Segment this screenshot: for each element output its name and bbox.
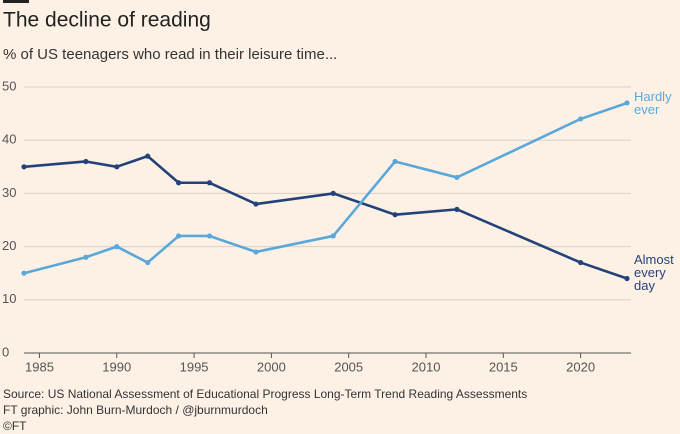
chart-title: The decline of reading — [3, 9, 211, 32]
x-tick-label: 1990 — [102, 359, 131, 374]
point — [454, 206, 460, 212]
series-line — [23, 154, 628, 280]
x-tick-label: 2000 — [257, 359, 286, 374]
point — [578, 259, 584, 266]
y-tick-label: 0 — [2, 344, 9, 359]
x-tick-label: 2015 — [489, 359, 518, 374]
point — [330, 233, 336, 239]
point — [392, 158, 398, 165]
point — [578, 116, 584, 122]
point — [253, 249, 259, 255]
x-tick-label: 1985 — [25, 359, 54, 374]
series-label: Hardly ever — [634, 88, 672, 117]
y-tick-label: 20 — [2, 238, 16, 253]
x-tick-label: 1995 — [180, 359, 209, 374]
brand-bar — [3, 0, 29, 3]
x-tick-label: 2020 — [566, 359, 595, 374]
point — [176, 233, 182, 239]
chart-subtitle: % of US teenagers who read in their leis… — [3, 46, 337, 63]
point — [176, 180, 182, 186]
y-tick-label: 10 — [2, 291, 16, 306]
point — [21, 270, 27, 276]
point — [253, 201, 259, 207]
point — [114, 244, 120, 250]
x-tick-label: 2010 — [412, 359, 441, 374]
x-tick-label: 2005 — [334, 359, 363, 374]
point — [454, 174, 460, 181]
series-label: Almost every day — [634, 252, 674, 294]
point — [145, 153, 151, 159]
point — [83, 158, 89, 165]
point — [21, 164, 27, 170]
y-tick-label: 50 — [2, 78, 16, 93]
source: Source: US National Assessment of Educat… — [3, 387, 527, 401]
y-tick-label: 30 — [2, 185, 16, 200]
credit: FT graphic: John Burn-Murdoch / @jburnmu… — [3, 403, 268, 417]
point — [114, 164, 120, 170]
point — [330, 190, 336, 196]
point — [392, 212, 398, 218]
point — [624, 275, 630, 282]
series-line — [23, 101, 628, 275]
point — [145, 259, 151, 266]
copyright: ©FT — [3, 419, 27, 433]
point — [206, 233, 213, 239]
point — [83, 254, 89, 260]
point — [206, 180, 213, 186]
point — [624, 100, 630, 106]
y-tick-label: 40 — [2, 132, 16, 147]
